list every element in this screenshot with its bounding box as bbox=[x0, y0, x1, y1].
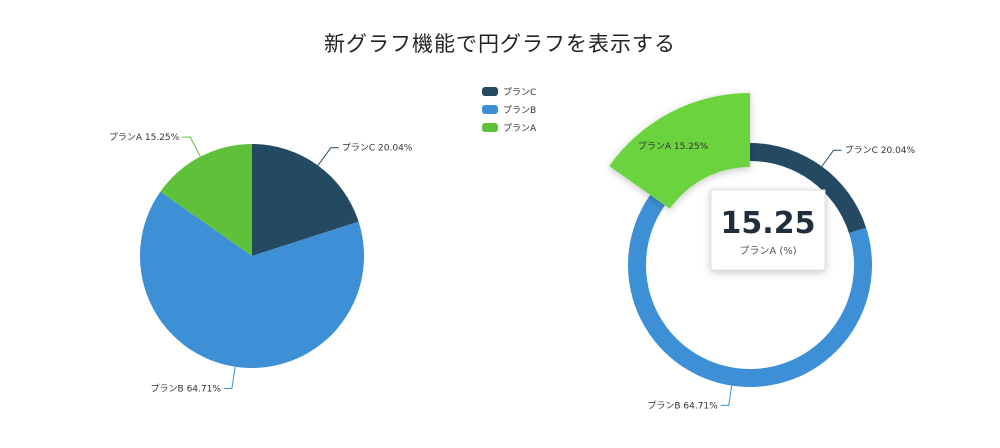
tooltip-caption: プランA (%) bbox=[739, 245, 796, 257]
tooltip-box bbox=[710, 189, 826, 271]
pie-leader-a bbox=[182, 136, 201, 157]
donut-slice-b[interactable] bbox=[628, 194, 872, 388]
tooltip-value: 15.25 bbox=[721, 206, 816, 241]
donut-chart: プランC 20.04% プランB 64.71% プランA 15.25% 15.25 プラ… bbox=[609, 93, 916, 411]
legend-item-a[interactable]: プランA bbox=[482, 123, 537, 134]
pie-slice-label-b: プランB 64.71% bbox=[151, 383, 222, 394]
legend-label-a: プランA bbox=[503, 123, 537, 134]
legend-label-b: プランB bbox=[503, 105, 536, 116]
legend: プランC プランB プランA bbox=[482, 87, 537, 134]
pie-slice-label-c: プランC 20.04% bbox=[342, 143, 413, 154]
donut-leader-b bbox=[720, 385, 733, 406]
legend-swatch-b bbox=[482, 105, 498, 114]
donut-slice-label-c: プランC 20.04% bbox=[845, 145, 916, 156]
pie-slice-b[interactable] bbox=[140, 191, 364, 368]
donut-tooltip: 15.25 プランA (%) bbox=[710, 189, 826, 271]
legend-swatch-a bbox=[482, 123, 498, 132]
legend-label-c: プランC bbox=[503, 87, 536, 98]
legend-item-c[interactable]: プランC bbox=[482, 87, 536, 98]
donut-slice-label-a: プランA 15.25% bbox=[638, 141, 709, 152]
legend-item-b[interactable]: プランB bbox=[482, 105, 536, 116]
pie-slice-c[interactable] bbox=[252, 144, 359, 256]
donut-slice-a-highlighted[interactable] bbox=[609, 93, 750, 209]
pie-leader-b bbox=[223, 366, 236, 389]
pie-slice-label-a: プランA 15.25% bbox=[109, 132, 180, 143]
donut-leader-c bbox=[821, 149, 842, 167]
donut-slice-c[interactable] bbox=[750, 143, 867, 234]
pie-leader-c bbox=[317, 147, 339, 166]
pie-chart: プランC 20.04% プランB 64.71% プランA 15.25% bbox=[109, 132, 413, 394]
donut-slice-label-b: プランB 64.71% bbox=[647, 400, 718, 411]
pie-slice-a[interactable] bbox=[160, 144, 252, 256]
page-title: 新グラフ機能で円グラフを表示する bbox=[324, 32, 676, 56]
legend-swatch-c bbox=[482, 87, 498, 96]
